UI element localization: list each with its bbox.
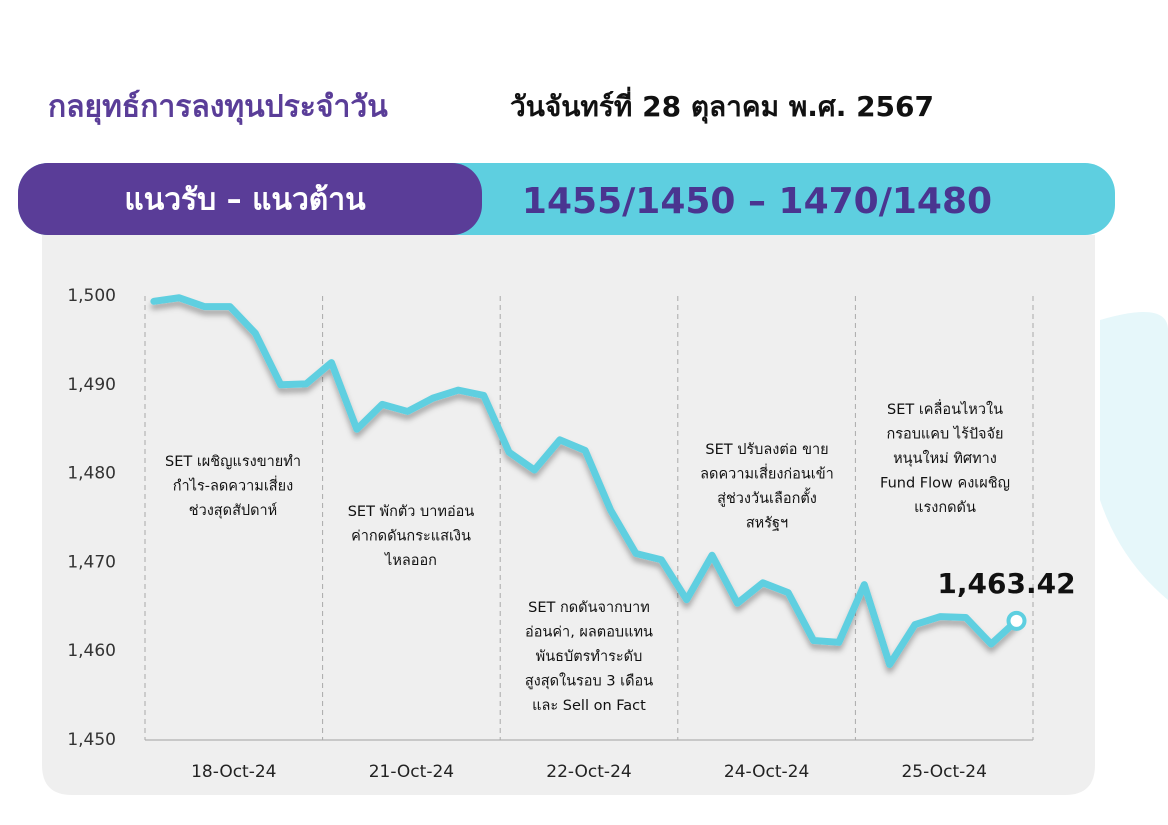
- annotation: ลดความเสี่ยงก่อนเข้า: [700, 464, 834, 483]
- annotation: ค่ากดดันกระแสเงิน: [351, 529, 471, 545]
- annotation: หนุนใหม่ ทิศทาง: [893, 449, 997, 467]
- date: วันจันทร์ที่ 28 ตุลาคม พ.ศ. 2567: [510, 86, 934, 124]
- x-tick-label: 21-Oct-24: [369, 762, 454, 782]
- x-tick-label: 18-Oct-24: [191, 762, 276, 782]
- x-tick-label: 22-Oct-24: [546, 762, 631, 782]
- y-tick-label: 1,480: [67, 464, 116, 484]
- annotation: สู่ช่วงวันเลือกตั้ง: [717, 487, 817, 507]
- y-tick-label: 1,500: [67, 286, 116, 306]
- annotation: ช่วงสุดสัปดาห์: [189, 502, 278, 519]
- annotation: อ่อนค่า, ผลตอบแทน: [525, 625, 653, 641]
- annotation: SET พักตัว บาทอ่อน: [348, 504, 475, 520]
- y-tick-label: 1,460: [67, 641, 116, 661]
- series-line: [150, 294, 1021, 669]
- chart-panel: [42, 235, 1095, 795]
- banner-label: แนวรับ – แนวต้าน: [124, 183, 366, 218]
- banner-label-bg: [18, 163, 482, 235]
- end-marker: [1006, 610, 1027, 631]
- x-tick-label: 24-Oct-24: [724, 762, 809, 782]
- annotation: สหรัฐฯ: [746, 516, 788, 532]
- annotation: กำไร-ลดความเสี่ยง: [173, 476, 293, 495]
- value-label: 1,463.42: [937, 567, 1075, 600]
- y-tick-label: 1,450: [67, 730, 116, 750]
- annotation: แรงกดดัน: [914, 500, 976, 516]
- title: กลยุทธ์การลงทุนประจำวัน: [48, 90, 388, 126]
- annotation: SET กดดันจากบาท: [528, 600, 650, 616]
- annotation: พันธบัตรทำระดับ: [536, 649, 643, 665]
- annotation: กรอบแคบ ไร้ปัจจัย: [886, 425, 1003, 443]
- decor: [1100, 312, 1168, 600]
- banner-value: 1455/1450 – 1470/1480: [522, 181, 992, 222]
- annotation: ไหลออก: [384, 551, 437, 569]
- annotation: สูงสุดในรอบ 3 เดือน: [525, 672, 653, 690]
- annotation: SET เคลื่อนไหวใน: [887, 399, 1003, 418]
- annotation: SET เผชิญแรงขายทำ: [165, 454, 301, 470]
- y-tick-label: 1,470: [67, 552, 116, 572]
- annotation: SET ปรับลงต่อ ขาย: [705, 442, 828, 458]
- annotation: Fund Flow คงเผชิญ: [880, 476, 1010, 492]
- x-tick-label: 25-Oct-24: [901, 762, 986, 782]
- y-tick-label: 1,490: [67, 375, 116, 395]
- annotation: และ Sell on Fact: [532, 698, 646, 714]
